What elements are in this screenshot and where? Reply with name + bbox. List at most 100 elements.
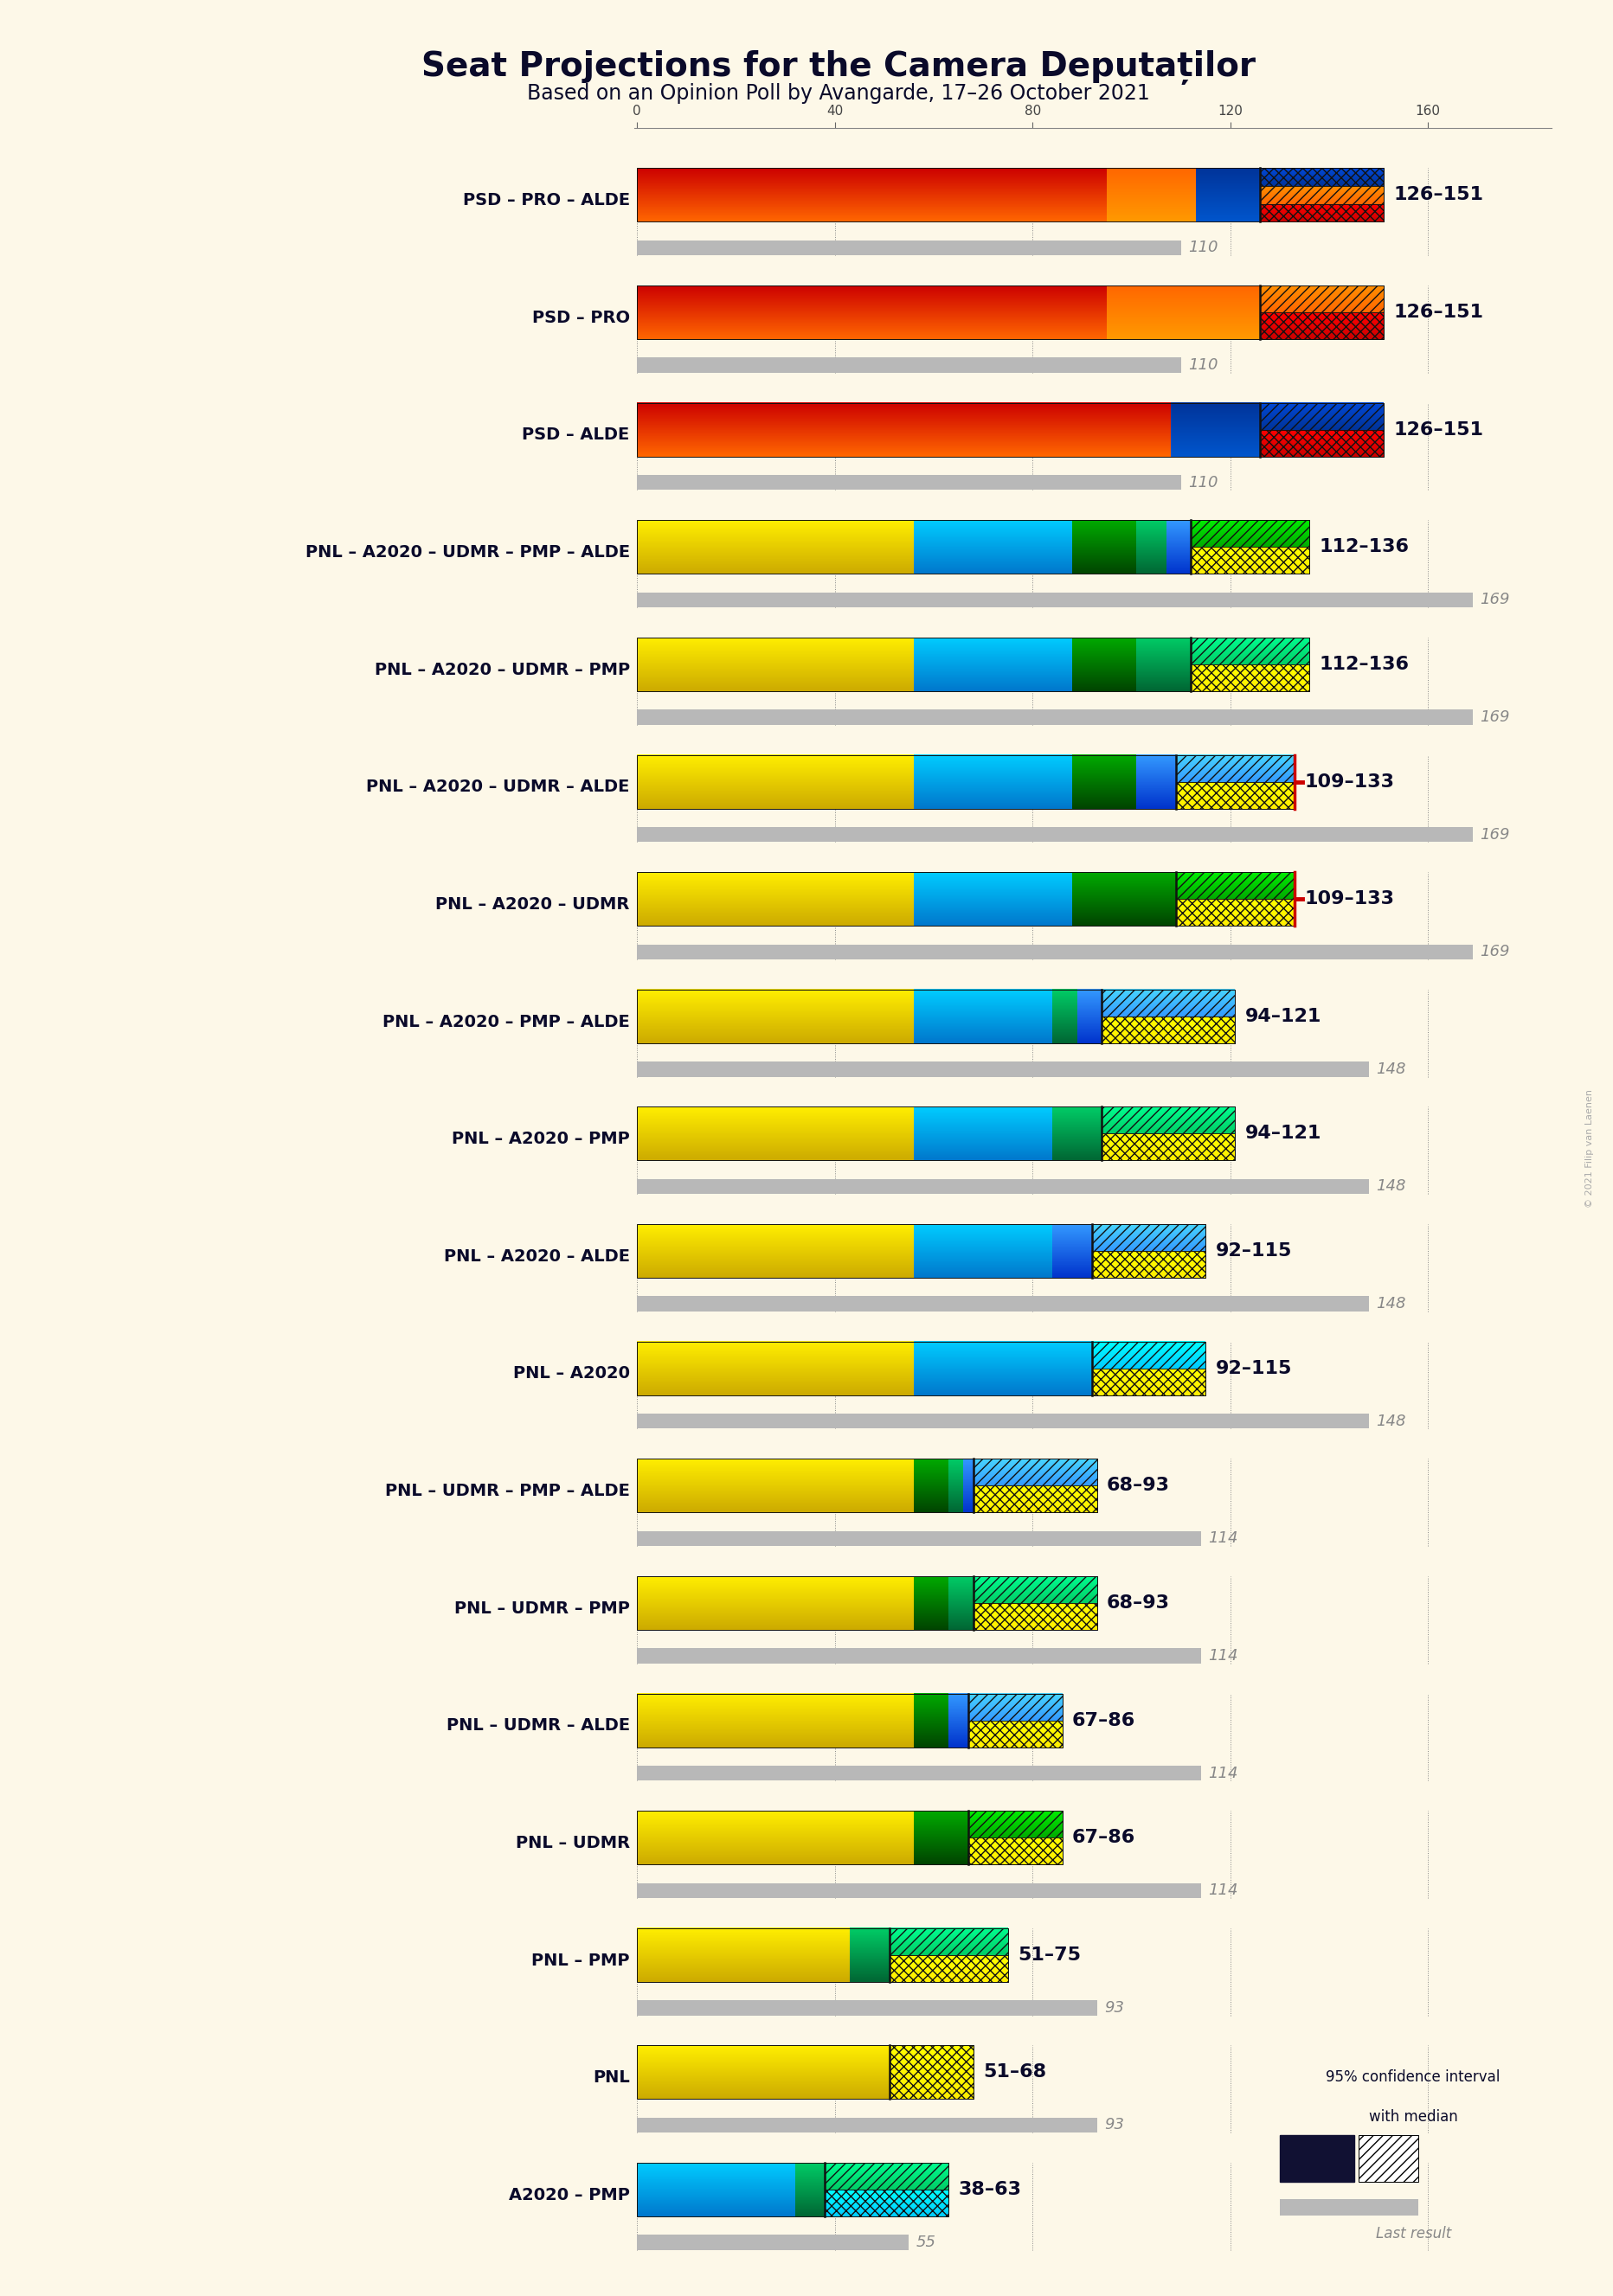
Bar — [1176, 872, 1295, 900]
Text: 126–151: 126–151 — [1394, 303, 1484, 321]
Text: 112–136: 112–136 — [1319, 537, 1410, 556]
Text: 110: 110 — [1189, 358, 1218, 372]
Bar — [1190, 638, 1310, 691]
Bar — [1260, 285, 1384, 312]
Text: 169: 169 — [1481, 709, 1510, 726]
Text: 109–133: 109–133 — [1305, 774, 1395, 790]
Bar — [1176, 755, 1295, 781]
Bar — [824, 2163, 948, 2216]
Text: 92–115: 92–115 — [1216, 1242, 1292, 1261]
Text: Last result: Last result — [1376, 2225, 1452, 2241]
Bar — [637, 944, 1473, 960]
Text: PNL – A2020 – ALDE: PNL – A2020 – ALDE — [444, 1249, 629, 1265]
Bar — [1102, 990, 1236, 1017]
Bar — [637, 1649, 1200, 1662]
Text: PSD – ALDE: PSD – ALDE — [523, 427, 629, 443]
Bar — [824, 2190, 948, 2216]
Bar — [1102, 1107, 1236, 1134]
Bar — [889, 1929, 1008, 1954]
Bar — [637, 1458, 973, 1513]
Text: PSD – PRO: PSD – PRO — [532, 310, 629, 326]
Text: 114: 114 — [1208, 1766, 1237, 1782]
Bar — [637, 1883, 1200, 1899]
Bar — [637, 1766, 1200, 1782]
Text: PNL – UDMR – PMP: PNL – UDMR – PMP — [455, 1600, 629, 1616]
Bar — [637, 2117, 1097, 2133]
Bar — [973, 1575, 1097, 1630]
Text: Based on an Opinion Poll by Avangarde, 17–26 October 2021: Based on an Opinion Poll by Avangarde, 1… — [527, 83, 1150, 103]
Text: PNL – A2020 – UDMR: PNL – A2020 – UDMR — [436, 895, 629, 912]
Bar — [1190, 664, 1310, 691]
Bar — [1190, 546, 1310, 574]
Bar — [637, 755, 1176, 808]
Text: 67–86: 67–86 — [1073, 1830, 1136, 1846]
Bar — [1176, 755, 1295, 808]
Text: 51–75: 51–75 — [1018, 1947, 1081, 1963]
Text: PNL – A2020 – UDMR – PMP: PNL – A2020 – UDMR – PMP — [374, 661, 629, 677]
Bar — [637, 402, 1260, 457]
Bar — [1260, 312, 1384, 340]
Text: 112–136: 112–136 — [1319, 657, 1410, 673]
Text: © 2021 Filip van Laenen: © 2021 Filip van Laenen — [1586, 1088, 1594, 1208]
Bar — [637, 1297, 1369, 1311]
Bar — [637, 168, 1260, 223]
Bar — [968, 1694, 1063, 1720]
Bar — [637, 1224, 1092, 1279]
Bar — [968, 1812, 1063, 1864]
Text: Seat Projections for the Camera Deputaților: Seat Projections for the Camera Deputați… — [421, 51, 1257, 85]
Text: 114: 114 — [1208, 1883, 1237, 1899]
Text: 126–151: 126–151 — [1394, 186, 1484, 204]
Bar — [968, 1694, 1063, 1747]
Bar — [637, 709, 1473, 726]
Bar — [889, 2046, 973, 2099]
Text: PNL – UDMR – PMP – ALDE: PNL – UDMR – PMP – ALDE — [386, 1483, 629, 1499]
Text: 148: 148 — [1376, 1414, 1407, 1428]
Bar — [1190, 521, 1310, 574]
Text: 93: 93 — [1105, 2117, 1124, 2133]
Bar — [973, 1458, 1097, 1513]
Text: 148: 148 — [1376, 1295, 1407, 1311]
Bar — [637, 1178, 1369, 1194]
Text: 109–133: 109–133 — [1305, 891, 1395, 907]
Bar — [973, 1603, 1097, 1630]
Bar — [1176, 900, 1295, 925]
Text: PNL – A2020 – UDMR – ALDE: PNL – A2020 – UDMR – ALDE — [366, 778, 629, 794]
Text: 68–93: 68–93 — [1107, 1593, 1169, 1612]
Text: 110: 110 — [1189, 241, 1218, 255]
Text: 51–68: 51–68 — [984, 2064, 1047, 2080]
Text: 55: 55 — [916, 2234, 936, 2250]
Bar — [1092, 1341, 1205, 1368]
Bar — [1092, 1224, 1205, 1279]
Bar — [1102, 1017, 1236, 1042]
Bar — [1092, 1251, 1205, 1279]
Bar — [973, 1486, 1097, 1513]
Bar — [637, 1531, 1200, 1545]
Bar — [1358, 2135, 1418, 2181]
Text: 114: 114 — [1208, 1531, 1237, 1545]
Text: 94–121: 94–121 — [1245, 1125, 1321, 1143]
Bar — [637, 2234, 910, 2250]
Text: PNL – A2020 – UDMR – PMP – ALDE: PNL – A2020 – UDMR – PMP – ALDE — [305, 544, 629, 560]
Text: 92–115: 92–115 — [1216, 1359, 1292, 1378]
Bar — [637, 1812, 968, 1864]
Text: A2020 – PMP: A2020 – PMP — [508, 2186, 629, 2204]
Bar — [889, 2046, 973, 2099]
Bar — [637, 1575, 973, 1630]
Text: 126–151: 126–151 — [1394, 420, 1484, 439]
Text: 93: 93 — [1105, 2000, 1124, 2016]
Text: 110: 110 — [1189, 475, 1218, 491]
Bar — [824, 2163, 948, 2190]
Text: PNL – UDMR – ALDE: PNL – UDMR – ALDE — [447, 1717, 629, 1733]
Text: 169: 169 — [1481, 592, 1510, 608]
Bar — [637, 521, 1190, 574]
Bar — [1260, 204, 1384, 223]
Bar — [1260, 285, 1384, 340]
Bar — [1176, 781, 1295, 808]
Bar — [637, 1414, 1369, 1428]
Bar — [1260, 402, 1384, 429]
Text: 169: 169 — [1481, 944, 1510, 960]
Text: 67–86: 67–86 — [1073, 1713, 1136, 1729]
Text: with median: with median — [1369, 2110, 1458, 2126]
Bar — [637, 2163, 824, 2216]
Bar — [1190, 638, 1310, 664]
